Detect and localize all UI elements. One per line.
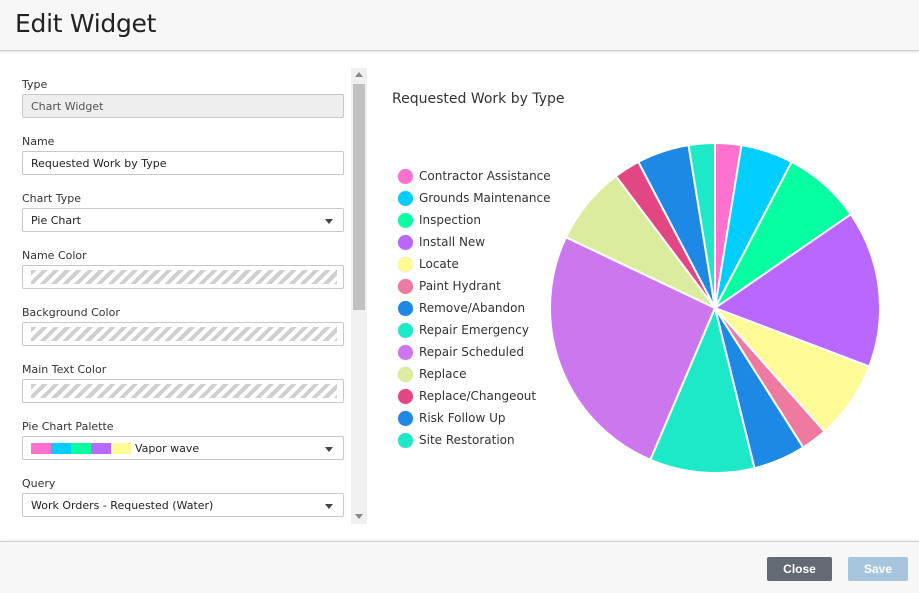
legend-item[interactable]: Replace <box>398 363 551 385</box>
name-color-picker[interactable] <box>22 265 344 289</box>
palette-swatch <box>91 443 111 454</box>
type-value: Chart Widget <box>31 100 104 113</box>
legend-label: Site Restoration <box>419 433 515 447</box>
legend-color-dot <box>398 256 413 272</box>
dialog-title: Edit Widget <box>15 9 157 38</box>
chevron-down-icon <box>325 504 333 509</box>
palette-label: Pie Chart Palette <box>22 420 114 433</box>
legend-label: Replace <box>419 367 467 381</box>
form-scrollbar[interactable] <box>351 68 367 524</box>
legend-color-dot <box>398 344 413 360</box>
legend-item[interactable]: Repair Emergency <box>398 319 551 341</box>
save-button[interactable]: Save <box>848 557 908 581</box>
chevron-down-icon <box>325 447 333 452</box>
legend-color-dot <box>398 388 413 404</box>
transparent-color-swatch <box>31 327 337 341</box>
palette-select[interactable]: Vapor wave <box>22 436 344 460</box>
chart-type-label: Chart Type <box>22 192 81 205</box>
query-value: Work Orders - Requested (Water) <box>31 499 214 512</box>
legend-color-dot <box>398 212 413 228</box>
palette-swatch <box>71 443 91 454</box>
legend-color-dot <box>398 300 413 316</box>
palette-color-strip <box>31 443 131 454</box>
legend-color-dot <box>398 432 413 448</box>
legend-item[interactable]: Inspection <box>398 209 551 231</box>
legend-color-dot <box>398 322 413 338</box>
name-value: Requested Work by Type <box>31 157 167 170</box>
legend-label: Paint Hydrant <box>419 279 501 293</box>
type-label: Type <box>22 78 48 91</box>
pie-slice[interactable] <box>687 141 716 309</box>
query-label: Query <box>22 477 56 490</box>
widget-form: Type Chart Widget Name Requested Work by… <box>0 68 368 524</box>
transparent-color-swatch <box>31 384 337 398</box>
pie-chart-svg <box>549 141 881 474</box>
legend-label: Locate <box>419 257 459 271</box>
legend-label: Remove/Abandon <box>419 301 526 315</box>
palette-swatch <box>51 443 71 454</box>
transparent-color-swatch <box>31 270 337 284</box>
chevron-down-icon <box>325 219 333 224</box>
legend-label: Install New <box>419 235 486 249</box>
name-label: Name <box>22 135 55 148</box>
name-input[interactable]: Requested Work by Type <box>22 151 344 175</box>
legend-color-dot <box>398 168 413 184</box>
legend-color-dot <box>398 278 413 294</box>
type-field: Chart Widget <box>22 94 344 118</box>
legend-label: Inspection <box>419 213 481 227</box>
pie-slice[interactable] <box>712 212 881 368</box>
legend-item[interactable]: Risk Follow Up <box>398 407 551 429</box>
legend-label: Grounds Maintenance <box>419 191 551 205</box>
scroll-thumb[interactable] <box>353 84 365 310</box>
background-color-picker[interactable] <box>22 322 344 346</box>
main-text-color-label: Main Text Color <box>22 363 107 376</box>
legend-color-dot <box>398 366 413 382</box>
dialog-header: Edit Widget <box>0 0 919 51</box>
name-color-label: Name Color <box>22 249 87 262</box>
pie-slice[interactable] <box>649 304 756 474</box>
chart-type-select[interactable]: Pie Chart <box>22 208 344 232</box>
chart-legend: Contractor Assistance Grounds Maintenance… <box>398 165 551 451</box>
scroll-down-arrow-icon[interactable] <box>355 514 363 519</box>
legend-color-dot <box>398 190 413 206</box>
legend-item[interactable]: Contractor Assistance <box>398 165 551 187</box>
background-color-label: Background Color <box>22 306 120 319</box>
legend-label: Repair Emergency <box>419 323 529 337</box>
palette-swatch <box>111 443 131 454</box>
legend-label: Contractor Assistance <box>419 169 551 183</box>
legend-item[interactable]: Grounds Maintenance <box>398 187 551 209</box>
legend-item[interactable]: Site Restoration <box>398 429 551 451</box>
legend-item[interactable]: Repair Scheduled <box>398 341 551 363</box>
chart-type-value: Pie Chart <box>31 214 81 227</box>
legend-label: Replace/Changeout <box>419 389 537 403</box>
close-button[interactable]: Close <box>767 557 832 581</box>
palette-value: Vapor wave <box>135 442 200 455</box>
dialog-footer: Close Save <box>0 541 919 593</box>
legend-item[interactable]: Replace/Changeout <box>398 385 551 407</box>
legend-item[interactable]: Install New <box>398 231 551 253</box>
legend-label: Risk Follow Up <box>419 411 506 425</box>
palette-swatch <box>31 443 51 454</box>
query-select[interactable]: Work Orders - Requested (Water) <box>22 493 344 517</box>
pie-slice[interactable] <box>549 235 717 462</box>
legend-color-dot <box>398 410 413 426</box>
legend-item[interactable]: Remove/Abandon <box>398 297 551 319</box>
pie-chart <box>548 141 882 475</box>
chart-title: Requested Work by Type <box>392 91 565 107</box>
legend-item[interactable]: Paint Hydrant <box>398 275 551 297</box>
main-text-color-picker[interactable] <box>22 379 344 403</box>
legend-color-dot <box>398 234 413 250</box>
legend-label: Repair Scheduled <box>419 345 524 359</box>
scroll-up-arrow-icon[interactable] <box>355 72 363 77</box>
legend-item[interactable]: Locate <box>398 253 551 275</box>
